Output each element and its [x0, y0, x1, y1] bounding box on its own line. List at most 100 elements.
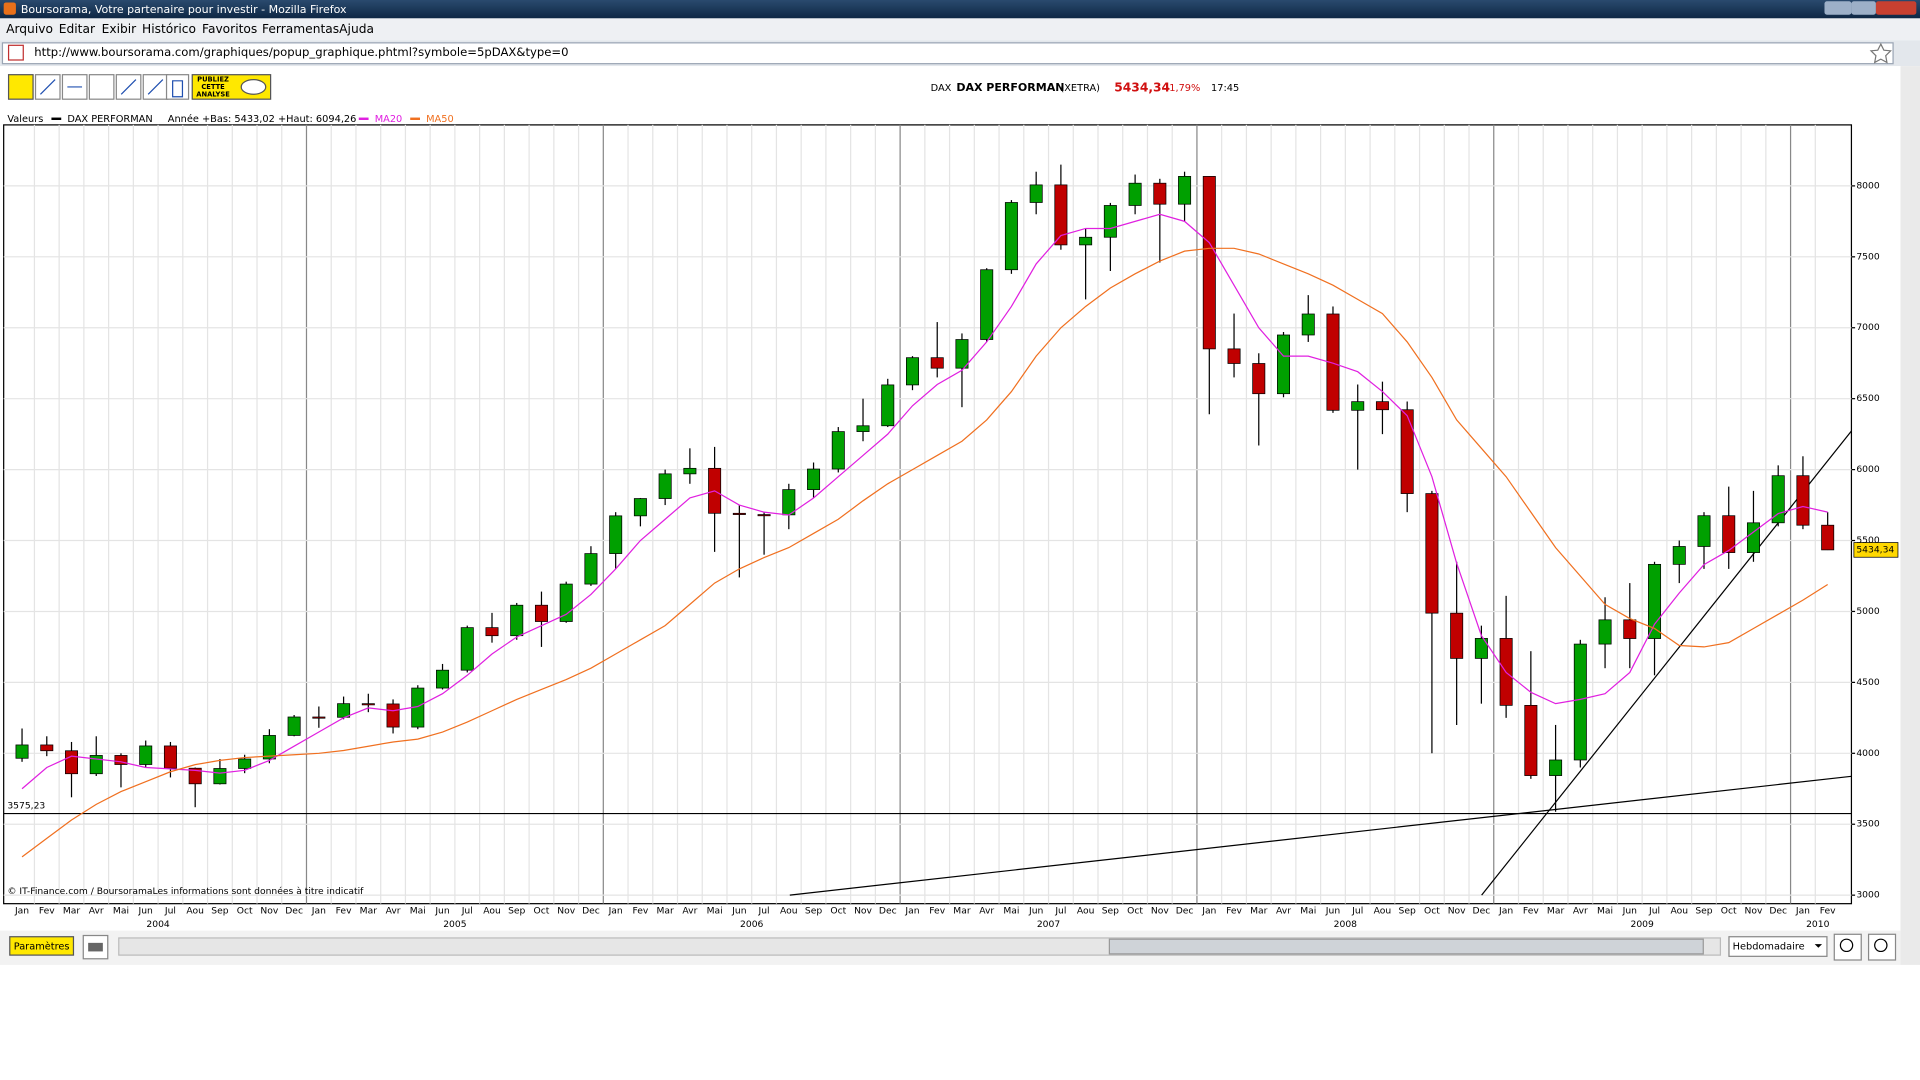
candle-body — [386, 703, 400, 728]
candle-body — [658, 473, 672, 499]
candle-body — [1623, 619, 1637, 639]
menu-item[interactable]: Editar — [59, 22, 96, 36]
candle-body — [361, 703, 375, 706]
candle-body — [312, 716, 326, 719]
candle-body — [831, 431, 845, 470]
settings-button[interactable] — [9, 936, 75, 956]
year-label: 2010 — [1806, 919, 1830, 930]
candle-body — [584, 553, 598, 585]
period-select[interactable] — [1728, 936, 1828, 957]
minimize-button[interactable] — [1824, 1, 1852, 15]
candle-body — [1672, 546, 1686, 565]
x-tick-label: Nov — [260, 906, 278, 917]
candle-body — [1400, 409, 1414, 494]
candle-body — [1079, 236, 1093, 246]
zoom-in-button[interactable] — [1867, 933, 1897, 961]
legend-entry: MA20 — [375, 114, 403, 125]
x-tick-label: Oct — [1424, 906, 1440, 917]
window-title: Boursorama, Votre partenaire pour invest… — [21, 3, 347, 16]
menu-item[interactable]: Favoritos — [202, 22, 257, 36]
channel-tool[interactable] — [88, 74, 115, 100]
candle-body — [1103, 205, 1117, 238]
x-tick-label: Jul — [1351, 906, 1363, 917]
candle-body — [1153, 182, 1167, 205]
zoom-out-icon — [1839, 938, 1854, 953]
x-tick-label: Nov — [1745, 906, 1763, 917]
trend-line — [1481, 430, 1852, 896]
close-button[interactable] — [1875, 1, 1917, 15]
x-tick-label: Oct — [534, 906, 550, 917]
x-tick-label: Dec — [285, 906, 303, 917]
candle-body — [1178, 176, 1192, 205]
x-tick-label: Nov — [854, 906, 872, 917]
candle-body — [906, 357, 919, 386]
header-name: DAX PERFORMAN — [956, 81, 1064, 94]
x-tick-label: Jan — [904, 906, 919, 917]
page-scrollbar[interactable] — [1900, 66, 1920, 965]
menu-item[interactable]: Ferramentas — [262, 22, 339, 36]
x-tick-label: Avr — [979, 906, 994, 917]
menu-item[interactable]: Histórico — [142, 22, 196, 36]
legend-range: Année +Bas: 5433,02 +Haut: 6094,26 — [168, 113, 357, 125]
candle-body — [955, 339, 969, 369]
candle-body — [262, 735, 276, 760]
x-tick-label: Dec — [879, 906, 897, 917]
x-tick-label: Dec — [582, 906, 600, 917]
hline-tool[interactable] — [61, 74, 88, 100]
header-market: (XETRA) — [1060, 83, 1100, 94]
x-tick-label: Jan — [1795, 906, 1810, 917]
year-label: 2006 — [740, 919, 764, 930]
candle-body — [65, 750, 79, 775]
x-tick-label: Mar — [360, 906, 378, 917]
candle-body — [1796, 475, 1810, 526]
candle-body — [213, 768, 227, 785]
zoom-out-button[interactable] — [1833, 933, 1862, 961]
x-tick-label: Aou — [1670, 906, 1688, 917]
candle-body — [683, 467, 697, 475]
print-icon — [88, 942, 103, 952]
publish-text: CETTE — [201, 83, 225, 91]
candle-body — [1771, 475, 1785, 524]
zoom-tool[interactable] — [7, 74, 34, 100]
x-tick-label: Jan — [608, 906, 623, 917]
candle-body — [1004, 202, 1018, 271]
scroll-thumb[interactable] — [1108, 938, 1704, 955]
url-field[interactable] — [1, 42, 1894, 65]
x-tick-label: Sep — [211, 906, 228, 917]
candle-body — [460, 627, 474, 671]
candle-body — [1326, 313, 1340, 411]
x-tick-label: Mar — [63, 906, 81, 917]
delete-tool[interactable] — [165, 74, 190, 100]
menu-item[interactable]: Exibir — [102, 22, 138, 36]
candle-body — [1128, 182, 1142, 206]
x-tick-label: Aou — [780, 906, 798, 917]
x-tick-label: Mar — [953, 906, 971, 917]
maximize-button[interactable] — [1851, 1, 1876, 15]
x-tick-label: Jul — [1054, 906, 1066, 917]
candle-body — [1450, 612, 1464, 659]
header-change: -1,79% — [1166, 83, 1201, 94]
year-label: 2008 — [1334, 919, 1358, 930]
candle-body — [114, 755, 128, 765]
site-icon — [7, 44, 24, 61]
x-tick-label: Nov — [557, 906, 575, 917]
candle-body — [436, 669, 450, 689]
menu-item[interactable]: Ajuda — [339, 22, 374, 36]
legend-price: DAX PERFORMAN — [67, 114, 152, 125]
x-tick-label: Mar — [1250, 906, 1268, 917]
bookmark-star[interactable] — [1869, 42, 1892, 64]
candle-body — [337, 703, 351, 718]
menu-item[interactable]: Arquivo — [6, 22, 53, 36]
period-text: Hebdomadaire — [1733, 942, 1805, 953]
legend-entry: MA50 — [426, 114, 454, 125]
candle-body — [1029, 184, 1043, 203]
zoom-in-icon — [1874, 938, 1888, 953]
candle-body — [1425, 493, 1439, 614]
candle-body — [1746, 522, 1760, 553]
y-tick-label: 4000 — [1856, 748, 1880, 759]
x-tick-label: Jul — [461, 906, 473, 917]
candle-body — [1375, 401, 1389, 411]
fibo-tool[interactable] — [142, 74, 169, 100]
x-tick-label: Jan — [311, 906, 326, 917]
